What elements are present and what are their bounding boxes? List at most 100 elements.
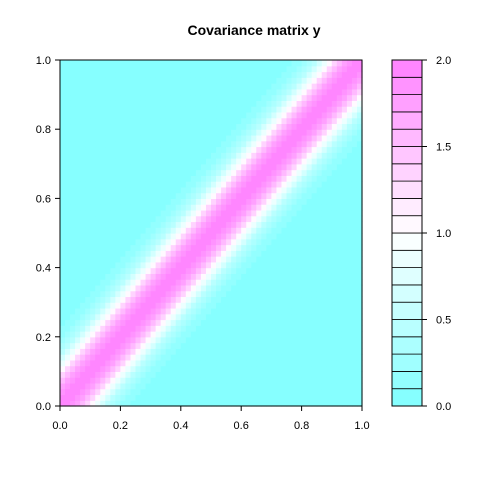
heatmap-cell <box>231 244 237 251</box>
heatmap-cell <box>155 365 162 372</box>
heatmap-cell <box>105 100 111 107</box>
heatmap-cell <box>321 388 328 396</box>
heatmap-cell <box>100 181 106 188</box>
heatmap-cell <box>60 238 66 246</box>
heatmap-cell <box>120 106 127 113</box>
heatmap-cell <box>261 198 267 205</box>
heatmap-cell <box>105 267 111 274</box>
heatmap-cell <box>65 94 71 101</box>
heatmap-cell <box>341 250 348 257</box>
heatmap-cell <box>336 60 343 67</box>
heatmap-cell <box>135 382 142 390</box>
heatmap-cell <box>241 146 247 153</box>
heatmap-cell <box>175 215 182 223</box>
heatmap-cell <box>336 94 343 101</box>
heatmap-cell <box>301 284 308 292</box>
heatmap-cell <box>251 129 257 136</box>
heatmap-cell <box>261 140 267 148</box>
heatmap-cell <box>276 244 283 251</box>
heatmap-cell <box>110 111 116 119</box>
heatmap-cell <box>236 238 242 246</box>
heatmap-cell <box>190 117 197 125</box>
heatmap-cell <box>296 371 303 378</box>
colorbar-segment <box>391 267 423 286</box>
heatmap-cell <box>85 354 91 361</box>
heatmap-cell <box>165 71 172 78</box>
heatmap-cell <box>346 307 353 315</box>
heatmap-cell <box>236 348 242 355</box>
heatmap-cell <box>165 273 172 280</box>
heatmap-cell <box>115 388 121 396</box>
heatmap-cell <box>115 175 121 182</box>
heatmap-cell <box>256 296 262 303</box>
heatmap-cell <box>246 354 252 361</box>
heatmap-cell <box>120 284 127 292</box>
heatmap-cell <box>80 94 86 101</box>
heatmap-cell <box>95 313 101 321</box>
heatmap-cell <box>306 134 313 142</box>
heatmap-cell <box>190 284 197 292</box>
heatmap-cell <box>321 365 328 372</box>
heatmap-cell <box>70 158 76 165</box>
heatmap-cell <box>110 175 116 182</box>
heatmap-cell <box>316 336 323 344</box>
heatmap-cell <box>216 331 222 338</box>
heatmap-cell <box>326 238 333 246</box>
heatmap-cell <box>351 336 358 344</box>
heatmap-cell <box>130 348 137 355</box>
heatmap-cell <box>251 221 257 228</box>
heatmap-cell <box>211 250 217 257</box>
heatmap-cell <box>175 244 182 251</box>
heatmap-cell <box>135 359 142 367</box>
heatmap-cell <box>281 181 288 188</box>
heatmap-cell <box>246 261 252 269</box>
heatmap-cell <box>351 296 358 303</box>
heatmap-cell <box>301 175 308 182</box>
heatmap-cell <box>105 60 111 67</box>
heatmap-cell <box>226 359 232 367</box>
heatmap-cell <box>150 238 157 246</box>
heatmap-cell <box>246 198 252 205</box>
heatmap-cell <box>276 302 283 309</box>
heatmap-cell <box>301 158 308 165</box>
heatmap-cell <box>271 388 278 396</box>
heatmap-cell <box>231 83 237 90</box>
heatmap-cell <box>346 290 353 298</box>
heatmap-cell <box>135 267 142 274</box>
heatmap-cell <box>145 123 152 130</box>
heatmap-cell <box>341 365 348 372</box>
heatmap-cell <box>321 354 328 361</box>
plot-frame <box>59 59 363 407</box>
heatmap-cell <box>90 348 96 355</box>
heatmap-cell <box>241 192 247 199</box>
heatmap-cell <box>120 152 127 159</box>
heatmap-cell <box>311 215 318 223</box>
heatmap-cell <box>301 71 308 78</box>
heatmap-cell <box>120 319 127 326</box>
heatmap-cell <box>205 307 212 315</box>
heatmap-cell <box>341 336 348 344</box>
heatmap-cell <box>246 181 252 188</box>
heatmap-cell <box>205 204 212 211</box>
heatmap-cell <box>170 106 177 113</box>
heatmap-cell <box>321 71 328 78</box>
heatmap-cell <box>321 233 328 240</box>
heatmap-cell <box>190 152 197 159</box>
heatmap-cell <box>321 169 328 176</box>
heatmap-cell <box>85 371 91 378</box>
heatmap-cell <box>180 256 187 263</box>
heatmap-cell <box>190 100 197 107</box>
heatmap-cell <box>155 394 162 401</box>
heatmap-cell <box>140 123 147 130</box>
heatmap-cell <box>115 83 121 90</box>
heatmap-cell <box>281 261 288 269</box>
heatmap-cell <box>216 221 222 228</box>
heatmap-cell <box>341 325 348 332</box>
heatmap-cell <box>266 348 272 355</box>
heatmap-cell <box>216 261 222 269</box>
heatmap-cell <box>351 106 358 113</box>
heatmap-cell <box>321 111 328 119</box>
heatmap-cell <box>346 227 353 234</box>
heatmap-cell <box>291 365 298 372</box>
heatmap-cell <box>226 71 232 78</box>
